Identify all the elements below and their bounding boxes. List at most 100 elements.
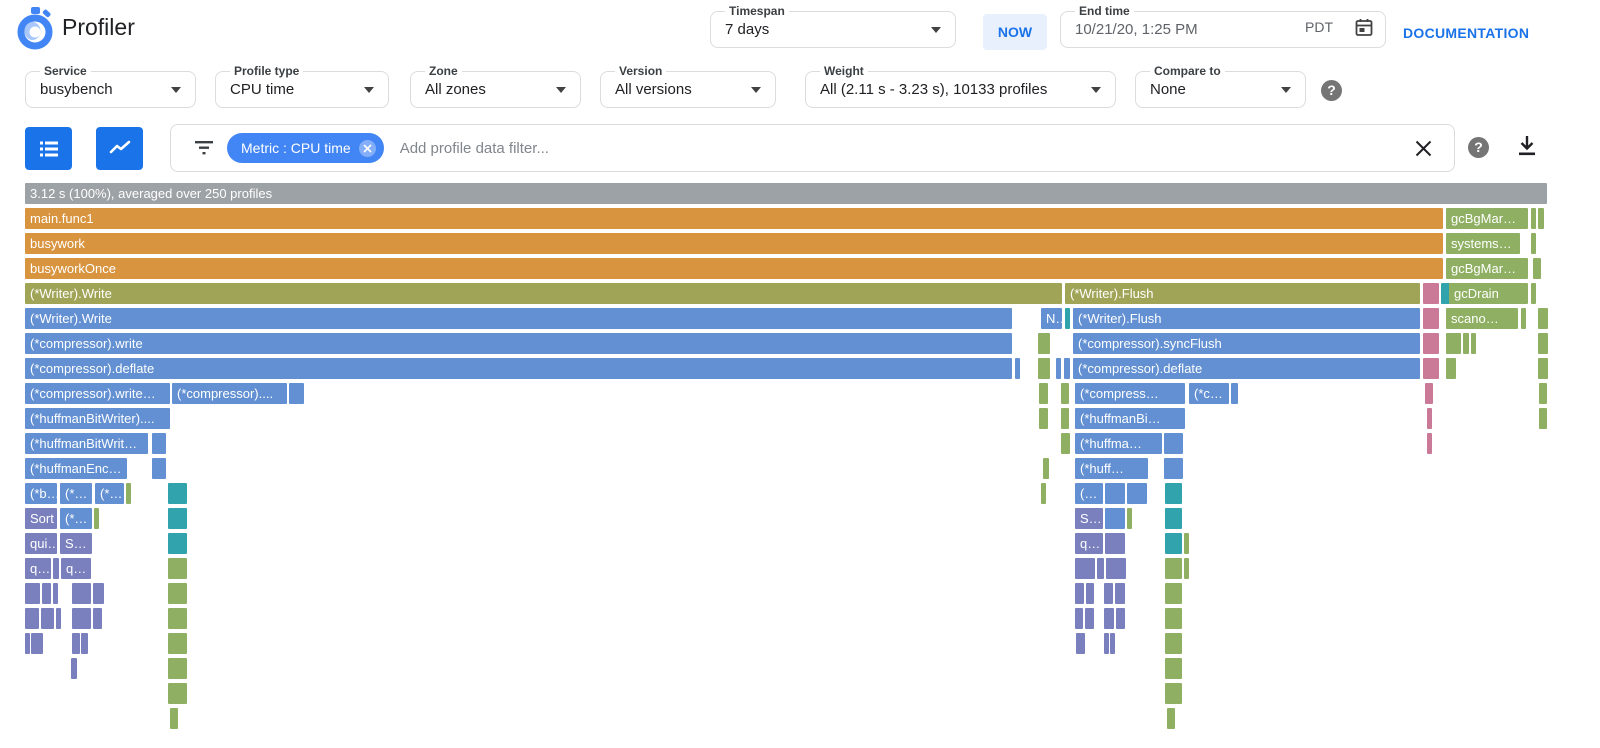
documentation-link[interactable]: DOCUMENTATION — [1403, 25, 1530, 41]
flame-block[interactable] — [1521, 308, 1526, 329]
zone-select[interactable]: Zone All zones — [410, 64, 581, 108]
flame-block[interactable] — [1061, 383, 1069, 404]
filter-list-icon[interactable] — [195, 141, 213, 155]
flame-block[interactable]: q… — [25, 558, 51, 579]
flame-block[interactable]: N… — [1041, 308, 1062, 329]
flame-block[interactable] — [1086, 583, 1094, 604]
flame-block[interactable] — [1231, 383, 1238, 404]
flame-block[interactable]: S… — [60, 533, 92, 554]
flame-block[interactable]: (*compressor).deflate — [25, 358, 1012, 379]
flame-block[interactable] — [1038, 333, 1050, 354]
flame-block[interactable] — [1110, 633, 1115, 654]
flame-block[interactable] — [1538, 208, 1544, 229]
flame-block[interactable] — [1167, 708, 1175, 729]
flame-block[interactable] — [1446, 358, 1456, 379]
flame-block[interactable] — [1531, 283, 1536, 304]
flame-block[interactable] — [81, 633, 88, 654]
flame-block[interactable]: (*b… — [25, 483, 57, 504]
flame-block[interactable] — [1075, 608, 1083, 629]
flame-block[interactable] — [126, 483, 131, 504]
flame-block[interactable] — [168, 583, 187, 604]
flame-block[interactable]: scano… — [1446, 308, 1518, 329]
flame-block[interactable] — [1116, 608, 1125, 629]
end-time-field[interactable]: End time 10/21/20, 1:25 PM PDT — [1060, 4, 1386, 48]
flame-block[interactable] — [72, 583, 91, 604]
flame-block[interactable] — [1097, 558, 1104, 579]
flame-block[interactable]: gcBgMar… — [1446, 258, 1528, 279]
timespan-select[interactable]: Timespan 7 days — [710, 4, 956, 48]
now-button[interactable]: NOW — [983, 14, 1047, 50]
flame-block[interactable] — [168, 483, 187, 504]
end-time-value[interactable]: 10/21/20, 1:25 PM — [1075, 21, 1198, 38]
flame-block[interactable] — [56, 608, 61, 629]
flame-block[interactable]: (*… — [60, 483, 92, 504]
flame-block[interactable] — [1538, 308, 1548, 329]
flame-block[interactable]: (*Writer).Write — [25, 308, 1012, 329]
flame-block[interactable] — [1104, 608, 1114, 629]
flame-block[interactable] — [1539, 383, 1547, 404]
flame-block[interactable] — [289, 383, 304, 404]
flame-block[interactable]: main.func1 — [25, 208, 1443, 229]
flame-block[interactable]: (*compressor).write… — [25, 383, 170, 404]
flame-block[interactable] — [1441, 283, 1446, 304]
flame-block[interactable] — [1423, 308, 1439, 329]
flame-block[interactable] — [1165, 633, 1182, 654]
flame-block[interactable] — [152, 433, 166, 454]
flame-block[interactable] — [1105, 533, 1125, 554]
calendar-icon[interactable] — [1355, 18, 1373, 37]
flame-block[interactable] — [25, 583, 40, 604]
flame-block[interactable]: gcDrain — [1449, 283, 1528, 304]
flame-block[interactable] — [1165, 508, 1182, 529]
flame-block[interactable] — [1531, 208, 1536, 229]
flame-block[interactable]: (*huff… — [1075, 458, 1148, 479]
flame-block[interactable] — [1164, 458, 1183, 479]
help-icon-toolbar[interactable] — [1468, 137, 1489, 158]
flame-block[interactable] — [34, 633, 39, 654]
flame-block[interactable] — [71, 658, 77, 679]
flame-block[interactable] — [1104, 633, 1109, 654]
flame-block[interactable] — [1075, 583, 1084, 604]
flame-block[interactable] — [1425, 383, 1433, 404]
flame-block[interactable] — [1184, 558, 1189, 579]
flame-block[interactable] — [1165, 583, 1182, 604]
flame-block[interactable] — [1064, 358, 1070, 379]
flame-block[interactable]: busyworkOnce — [25, 258, 1443, 279]
flame-block[interactable] — [1164, 433, 1183, 454]
flame-block[interactable]: (*compressor).write — [25, 333, 1012, 354]
compare-to-select[interactable]: Compare to None — [1135, 64, 1306, 108]
download-button[interactable] — [1516, 134, 1538, 158]
flame-block[interactable] — [25, 633, 30, 654]
flame-block[interactable] — [1041, 483, 1046, 504]
flame-block[interactable] — [93, 608, 102, 629]
flame-block[interactable] — [1423, 358, 1439, 379]
flame-block[interactable] — [93, 583, 104, 604]
flame-block[interactable] — [1165, 558, 1182, 579]
flame-block[interactable] — [1533, 258, 1541, 279]
flame-block[interactable]: (*Writer).Flush — [1065, 283, 1420, 304]
flame-block[interactable] — [1165, 533, 1182, 554]
flame-block[interactable] — [1539, 408, 1547, 429]
flame-block[interactable]: busywork — [25, 233, 1443, 254]
flame-block[interactable] — [1039, 383, 1048, 404]
flame-block[interactable]: S… — [1075, 508, 1103, 529]
flame-block[interactable] — [1463, 333, 1469, 354]
flame-block[interactable] — [1423, 283, 1439, 304]
weight-select[interactable]: Weight All (2.11 s - 3.23 s), 10133 prof… — [805, 64, 1116, 108]
flame-block[interactable] — [41, 608, 54, 629]
flame-block[interactable]: (*compressor).deflate — [1073, 358, 1420, 379]
flame-block[interactable] — [94, 508, 99, 529]
version-select[interactable]: Version All versions — [600, 64, 776, 108]
flame-block[interactable] — [1056, 358, 1061, 379]
flame-block[interactable]: gcBgMar… — [1446, 208, 1528, 229]
flame-block[interactable] — [1080, 633, 1085, 654]
flame-block[interactable] — [1039, 408, 1048, 429]
flame-block[interactable] — [168, 608, 187, 629]
metric-chip[interactable]: Metric : CPU time — [227, 133, 384, 163]
flame-block[interactable] — [1127, 508, 1132, 529]
flame-block[interactable] — [1165, 483, 1182, 504]
flame-block[interactable] — [168, 558, 187, 579]
flame-block[interactable]: (*huffmanBitWriter).... — [25, 408, 170, 429]
flame-block[interactable] — [38, 633, 43, 654]
flame-block[interactable] — [1423, 333, 1439, 354]
flame-block[interactable]: systems… — [1446, 233, 1520, 254]
